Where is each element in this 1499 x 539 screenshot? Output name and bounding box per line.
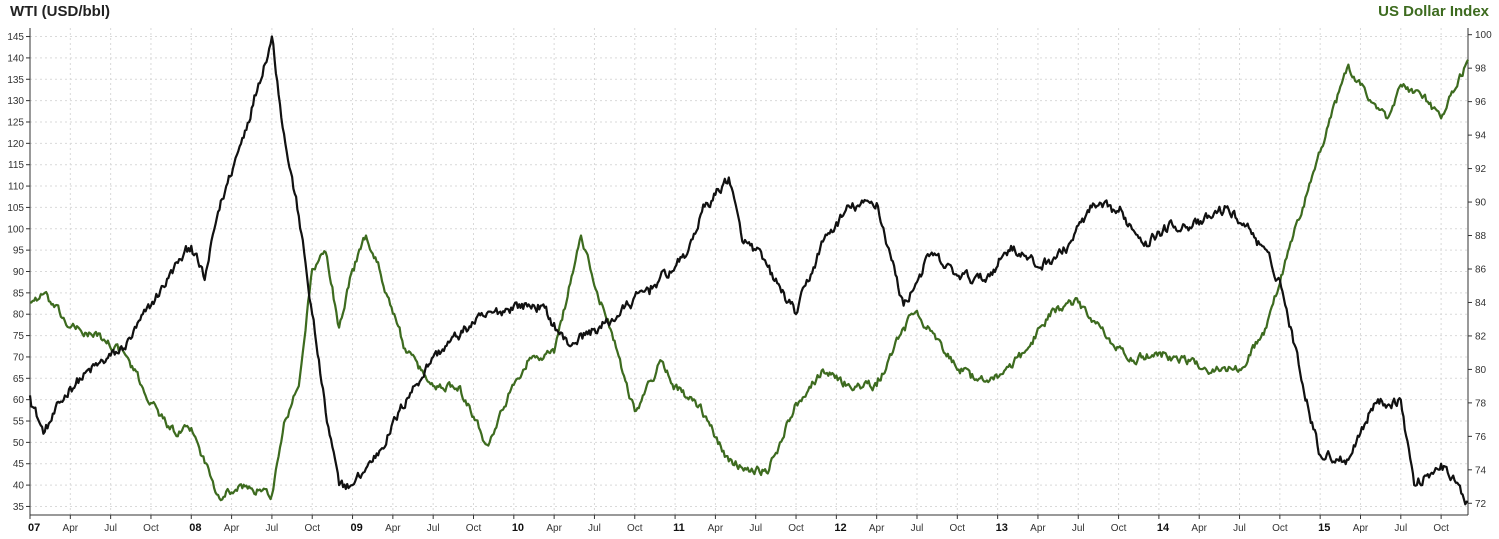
left-tick-label: 45 [13,459,25,470]
x-tick-label: 15 [1318,522,1330,534]
x-tick-label: Apr [1353,523,1369,534]
x-tick-label: Oct [1272,523,1288,534]
left-tick-label: 100 [7,224,24,235]
right-axis-title: US Dollar Index [1378,3,1489,20]
x-tick-label: Jul [427,523,440,534]
x-tick-label: Oct [627,523,643,534]
right-tick-label: 90 [1475,198,1487,209]
left-tick-label: 130 [7,96,24,107]
left-tick-label: 95 [13,246,25,257]
x-tick-label: Apr [63,523,79,534]
dollar-index-series-line [30,59,1469,502]
x-tick-label: 13 [996,522,1008,534]
x-tick-label: Apr [546,523,562,534]
x-tick-label: 07 [28,522,40,534]
x-tick-label: Apr [1030,523,1046,534]
left-tick-label: 105 [7,203,24,214]
x-tick-label: Apr [708,523,724,534]
x-tick-label: Jul [1072,523,1085,534]
left-tick-label: 50 [13,438,25,449]
left-tick-label: 90 [13,267,25,278]
right-tick-label: 92 [1475,164,1487,175]
x-tick-label: Oct [143,523,159,534]
right-tick-label: 94 [1475,131,1487,142]
x-tick-label: Jul [1233,523,1246,534]
left-tick-label: 145 [7,32,24,43]
x-tick-label: Jul [588,523,601,534]
x-tick-label: 08 [189,522,201,534]
left-tick-label: 85 [13,288,25,299]
right-tick-label: 100 [1475,30,1492,41]
left-tick-label: 35 [13,502,25,513]
left-tick-label: 40 [13,481,25,492]
x-tick-label: Oct [950,523,966,534]
right-tick-label: 98 [1475,64,1487,75]
x-tick-label: Jul [749,523,762,534]
x-tick-label: Oct [1433,523,1449,534]
x-tick-label: 11 [673,522,685,534]
x-tick-label: Oct [304,523,320,534]
right-tick-label: 96 [1475,97,1487,108]
left-tick-label: 120 [7,139,24,150]
left-tick-label: 135 [7,75,24,86]
wti-series-line [28,35,1469,506]
right-tick-label: 74 [1475,465,1487,476]
right-tick-label: 72 [1475,499,1487,510]
left-y-axis-ticks: 35 40 45 50 55 60 65 70 75 80 85 90 95 100 105 110 115 12… [7,32,30,513]
left-tick-label: 55 [13,417,25,428]
x-tick-label: Oct [466,523,482,534]
left-tick-label: 125 [7,117,24,128]
left-tick-label: 65 [13,374,25,385]
x-tick-label: Apr [1191,523,1207,534]
x-tick-label: 14 [1157,522,1170,534]
left-tick-label: 110 [8,182,24,193]
x-tick-label: Jul [266,523,279,534]
x-tick-label: Apr [385,523,401,534]
x-tick-label: Jul [911,523,924,534]
right-tick-label: 76 [1475,432,1487,443]
right-tick-label: 82 [1475,331,1487,342]
left-axis-title: WTI (USD/bbl) [10,3,110,20]
x-tick-label: 12 [834,522,846,534]
left-tick-label: 80 [13,310,25,321]
left-tick-label: 75 [13,331,25,342]
left-tick-label: 70 [13,352,25,363]
x-tick-label: Apr [224,523,240,534]
left-tick-label: 115 [8,160,24,171]
x-axis-ticks: 07 Apr Jul Oct 08 Apr Jul Oct 09 Apr Jul Oct 10 Apr Ju… [28,515,1449,534]
right-tick-label: 86 [1475,264,1487,275]
x-tick-label: Oct [1111,523,1127,534]
series-lines [28,35,1469,506]
right-tick-label: 84 [1475,298,1487,309]
left-tick-label: 60 [13,395,25,406]
x-tick-label: Jul [1394,523,1407,534]
x-tick-label: Apr [869,523,885,534]
left-tick-label: 140 [7,53,24,64]
right-tick-label: 80 [1475,365,1487,376]
x-tick-label: 10 [512,522,524,534]
right-tick-label: 78 [1475,398,1487,409]
right-y-axis-ticks: 72 74 76 78 80 82 84 86 88 90 92 94 96 98 100 [1468,30,1492,510]
gridlines [29,28,1468,515]
right-tick-label: 88 [1475,231,1487,242]
x-tick-label: Oct [788,523,804,534]
x-tick-label: 09 [351,522,363,534]
x-tick-label: Jul [104,523,117,534]
